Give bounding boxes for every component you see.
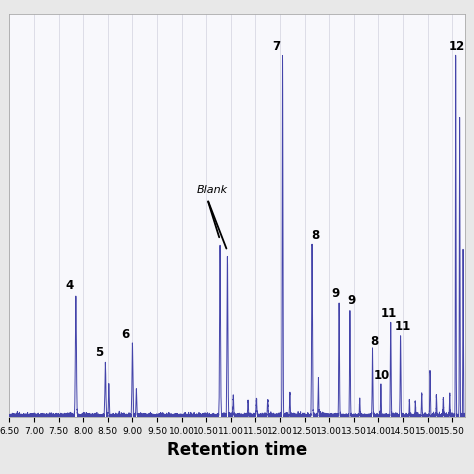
Text: 8: 8 bbox=[370, 335, 379, 348]
Text: 5: 5 bbox=[95, 346, 103, 359]
Text: 6: 6 bbox=[121, 328, 129, 341]
X-axis label: Retention time: Retention time bbox=[167, 441, 307, 459]
Text: 12: 12 bbox=[448, 40, 465, 54]
Text: 9: 9 bbox=[348, 294, 356, 307]
Text: 10: 10 bbox=[374, 369, 390, 382]
Text: 9: 9 bbox=[331, 287, 339, 300]
Text: 11: 11 bbox=[394, 320, 410, 333]
Text: 7: 7 bbox=[273, 40, 281, 54]
Text: Blank: Blank bbox=[196, 185, 228, 195]
Text: 8: 8 bbox=[311, 229, 319, 242]
Text: 4: 4 bbox=[65, 279, 73, 292]
Text: 11: 11 bbox=[381, 307, 397, 320]
